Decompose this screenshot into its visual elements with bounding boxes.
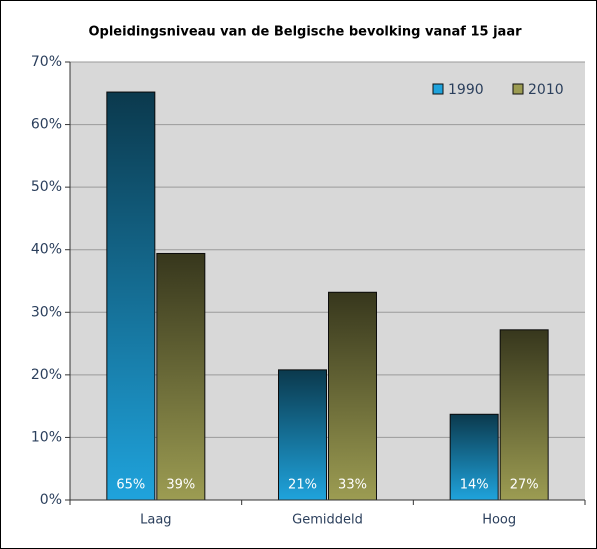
- plot-area: [70, 62, 585, 500]
- data-label: 27%: [510, 478, 539, 493]
- x-tick-label: Laag: [140, 513, 171, 528]
- data-label: 39%: [166, 478, 195, 493]
- y-tick-label: 20%: [31, 367, 62, 383]
- data-label: 21%: [288, 478, 317, 493]
- legend-swatch: [512, 83, 524, 95]
- y-tick-label: 60%: [31, 117, 62, 133]
- legend-label: 2010: [528, 82, 564, 98]
- y-tick-label: 10%: [31, 429, 62, 445]
- data-label: 65%: [116, 478, 145, 493]
- y-tick-label: 30%: [31, 304, 62, 320]
- bar: [106, 91, 156, 501]
- data-label: 14%: [460, 478, 489, 493]
- chart-title: Opleidingsniveau van de Belgische bevolk…: [88, 25, 522, 40]
- y-tick-label: 40%: [31, 242, 62, 258]
- x-tick-label: Gemiddeld: [292, 513, 363, 528]
- bar: [328, 291, 377, 501]
- legend-label: 1990: [448, 82, 484, 98]
- y-tick-label: 50%: [31, 179, 62, 195]
- bar: [156, 252, 206, 501]
- x-tick-label: Hoog: [482, 513, 516, 528]
- data-label: 33%: [338, 478, 367, 493]
- y-tick-label: 70%: [31, 54, 62, 70]
- legend-swatch: [432, 83, 444, 95]
- y-tick-label: 0%: [40, 492, 62, 508]
- bar: [499, 329, 549, 501]
